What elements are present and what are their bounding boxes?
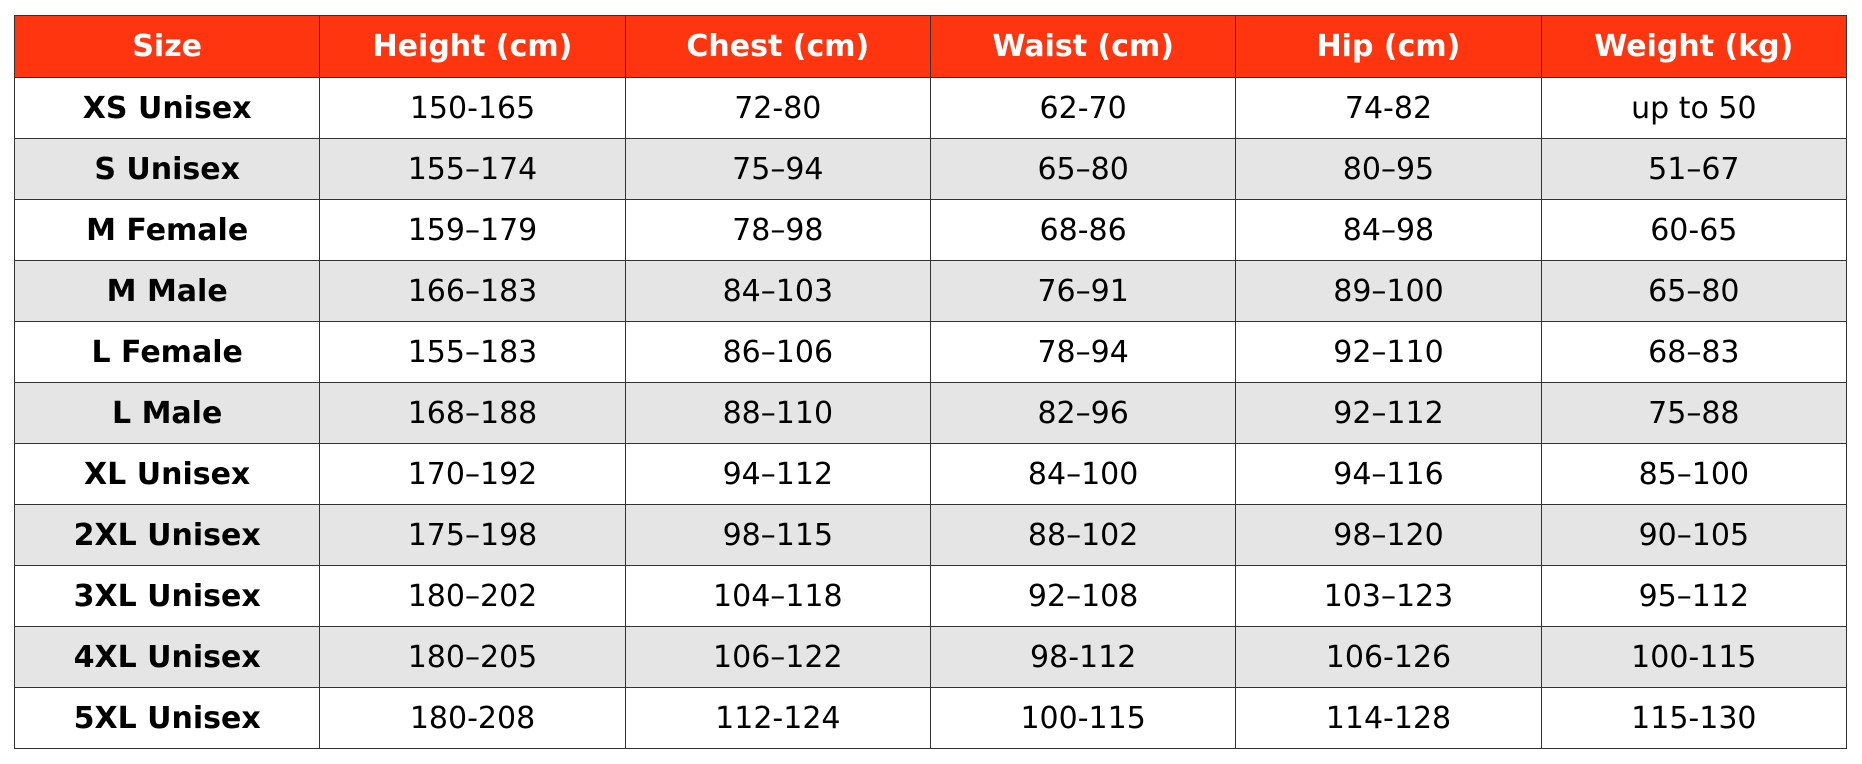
value-cell: 103–123 xyxy=(1235,565,1542,627)
value-cell: 65–80 xyxy=(1540,260,1848,322)
value-cell: 106-126 xyxy=(1235,626,1542,688)
header-cell: Height (cm) xyxy=(319,15,626,78)
value-cell: 166–183 xyxy=(319,260,626,322)
value-cell: 68-86 xyxy=(929,199,1237,261)
size-table: Size Height (cm) Chest (cm) Waist (cm) Hip (… xyxy=(13,15,1848,749)
value-cell: 92–108 xyxy=(929,565,1237,627)
value-cell: 84–103 xyxy=(624,260,931,322)
header-cell: Chest (cm) xyxy=(624,15,931,78)
value-cell: 84–100 xyxy=(929,443,1237,505)
table-row: L Female 155–183 86–106 78–94 92–110 68–83 xyxy=(13,321,1848,383)
size-cell: XS Unisex xyxy=(13,77,321,139)
header-cell: Weight (kg) xyxy=(1540,15,1848,78)
table-row: XL Unisex 170–192 94–112 84–100 94–116 85–100 xyxy=(13,443,1848,505)
size-cell: S Unisex xyxy=(13,138,321,200)
table-header: Size Height (cm) Chest (cm) Waist (cm) Hip (… xyxy=(13,15,1848,78)
table-row: L Male 168–188 88–110 82–96 92–112 75–88 xyxy=(13,382,1848,444)
size-cell: L Female xyxy=(13,321,321,383)
value-cell: 114-128 xyxy=(1235,687,1542,749)
size-cell: 2XL Unisex xyxy=(13,504,321,566)
value-cell: 62-70 xyxy=(929,77,1237,139)
table-row: 4XL Unisex 180–205 106–122 98-112 106-126 100… xyxy=(13,626,1848,688)
value-cell: 68–83 xyxy=(1540,321,1848,383)
value-cell: 65–80 xyxy=(929,138,1237,200)
value-cell: 89–100 xyxy=(1235,260,1542,322)
value-cell: 86–106 xyxy=(624,321,931,383)
value-cell: 168–188 xyxy=(319,382,626,444)
table-body: XS Unisex 150-165 72-80 62-70 74-82 up to 50 S… xyxy=(13,77,1848,749)
value-cell: 78–94 xyxy=(929,321,1237,383)
header-cell: Hip (cm) xyxy=(1235,15,1542,78)
value-cell: 76–91 xyxy=(929,260,1237,322)
size-cell: M Female xyxy=(13,199,321,261)
size-cell: XL Unisex xyxy=(13,443,321,505)
value-cell: 175–198 xyxy=(319,504,626,566)
value-cell: 115-130 xyxy=(1540,687,1848,749)
size-cell: L Male xyxy=(13,382,321,444)
header-row: Size Height (cm) Chest (cm) Waist (cm) Hip (… xyxy=(13,15,1848,78)
value-cell: 74-82 xyxy=(1235,77,1542,139)
value-cell: 98–120 xyxy=(1235,504,1542,566)
value-cell: 155–174 xyxy=(319,138,626,200)
value-cell: up to 50 xyxy=(1540,77,1848,139)
value-cell: 51–67 xyxy=(1540,138,1848,200)
value-cell: 180-208 xyxy=(319,687,626,749)
value-cell: 170–192 xyxy=(319,443,626,505)
value-cell: 100-115 xyxy=(1540,626,1848,688)
value-cell: 104–118 xyxy=(624,565,931,627)
value-cell: 180–202 xyxy=(319,565,626,627)
value-cell: 94–116 xyxy=(1235,443,1542,505)
table-row: S Unisex 155–174 75–94 65–80 80–95 51–67 xyxy=(13,138,1848,200)
size-cell: 3XL Unisex xyxy=(13,565,321,627)
header-cell: Waist (cm) xyxy=(929,15,1237,78)
value-cell: 106–122 xyxy=(624,626,931,688)
value-cell: 75–94 xyxy=(624,138,931,200)
size-cell: 5XL Unisex xyxy=(13,687,321,749)
value-cell: 88–102 xyxy=(929,504,1237,566)
header-cell: Size xyxy=(13,15,321,78)
value-cell: 84–98 xyxy=(1235,199,1542,261)
table-row: 3XL Unisex 180–202 104–118 92–108 103–123 95–… xyxy=(13,565,1848,627)
value-cell: 100-115 xyxy=(929,687,1237,749)
value-cell: 155–183 xyxy=(319,321,626,383)
table-row: XS Unisex 150-165 72-80 62-70 74-82 up to 50 xyxy=(13,77,1848,139)
value-cell: 92–110 xyxy=(1235,321,1542,383)
value-cell: 98-112 xyxy=(929,626,1237,688)
value-cell: 150-165 xyxy=(319,77,626,139)
table-row: 2XL Unisex 175–198 98–115 88–102 98–120 90–10… xyxy=(13,504,1848,566)
value-cell: 95–112 xyxy=(1540,565,1848,627)
value-cell: 92–112 xyxy=(1235,382,1542,444)
size-cell: 4XL Unisex xyxy=(13,626,321,688)
value-cell: 72-80 xyxy=(624,77,931,139)
value-cell: 88–110 xyxy=(624,382,931,444)
value-cell: 112-124 xyxy=(624,687,931,749)
value-cell: 80–95 xyxy=(1235,138,1542,200)
value-cell: 82–96 xyxy=(929,382,1237,444)
value-cell: 94–112 xyxy=(624,443,931,505)
value-cell: 98–115 xyxy=(624,504,931,566)
value-cell: 90–105 xyxy=(1540,504,1848,566)
value-cell: 78–98 xyxy=(624,199,931,261)
table-row: M Male 166–183 84–103 76–91 89–100 65–80 xyxy=(13,260,1848,322)
size-cell: M Male xyxy=(13,260,321,322)
table-row: M Female 159–179 78–98 68-86 84–98 60-65 xyxy=(13,199,1848,261)
value-cell: 85–100 xyxy=(1540,443,1848,505)
value-cell: 159–179 xyxy=(319,199,626,261)
table-row: 5XL Unisex 180-208 112-124 100-115 114-128 11… xyxy=(13,687,1848,749)
value-cell: 60-65 xyxy=(1540,199,1848,261)
value-cell: 180–205 xyxy=(319,626,626,688)
value-cell: 75–88 xyxy=(1540,382,1848,444)
